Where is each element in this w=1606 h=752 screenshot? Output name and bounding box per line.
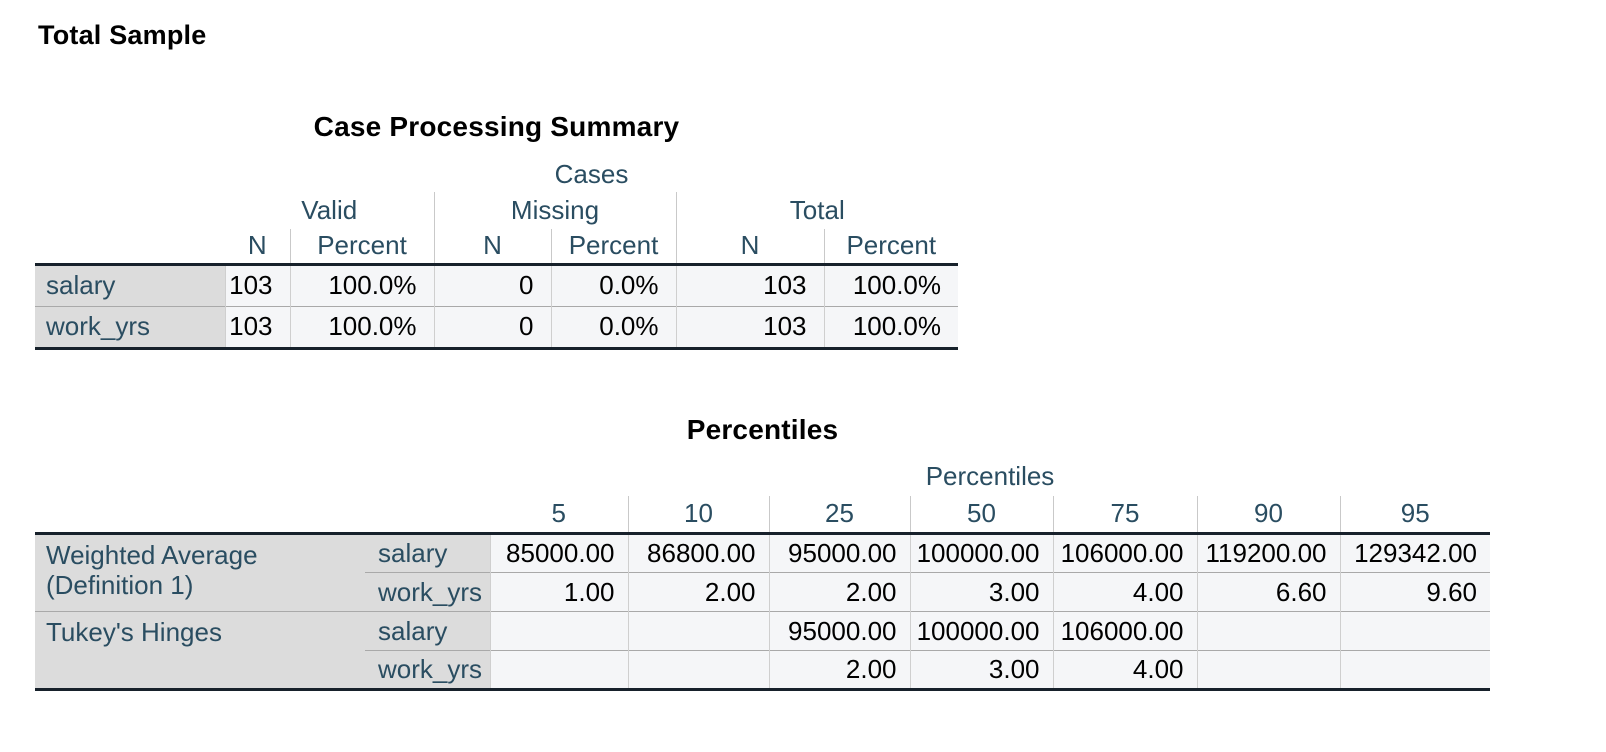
col-header-p75: 75 bbox=[1052, 495, 1197, 534]
col-header-p5: 5 bbox=[551, 498, 566, 529]
variable-label-salary: salary bbox=[365, 533, 490, 573]
valid-percent-cell: 100.0% bbox=[289, 305, 434, 348]
percentile-cell-p5: 1.00 bbox=[489, 572, 628, 612]
valid-percent-cell: 100.0% bbox=[289, 264, 434, 306]
col-header-p25: 25 bbox=[768, 495, 910, 534]
col-header-missing-n: N bbox=[433, 229, 551, 264]
percentile-cell-p10 bbox=[627, 650, 769, 690]
group-header-total: Total bbox=[675, 192, 959, 229]
table-row: Tukey's Hinges salary 95000.00 100000.00… bbox=[35, 611, 1490, 690]
percentile-cell-p75: 106000.00 bbox=[1052, 611, 1197, 651]
table-row: work_yrs 103 100.0% 0 0.0% 103 100.0% bbox=[35, 305, 959, 348]
percentile-cell-p75: 4.00 bbox=[1052, 572, 1197, 612]
percentiles-section: Percentiles Percentiles 5 10 25 50 75 90… bbox=[35, 413, 1606, 691]
variable-label-work-yrs: work_yrs bbox=[365, 572, 490, 612]
percentiles-spanner-header: Percentiles bbox=[925, 461, 1055, 491]
col-header-p95: 95 bbox=[1339, 495, 1490, 534]
missing-n-cell: 0 bbox=[433, 264, 551, 306]
total-percent-cell: 100.0% bbox=[823, 305, 959, 348]
percentile-cell-p10 bbox=[627, 611, 769, 651]
percentile-cell-p90: 119200.00 bbox=[1196, 533, 1340, 573]
percentile-cell-p10: 2.00 bbox=[627, 572, 769, 612]
percentile-cell-p90 bbox=[1196, 611, 1340, 651]
total-n-cell: 103 bbox=[675, 264, 824, 306]
cases-spanner-header: Cases bbox=[554, 159, 629, 189]
percentiles-title: Percentiles bbox=[686, 413, 839, 445]
row-label-work-yrs: work_yrs bbox=[35, 305, 225, 348]
table-row: salary 103 100.0% 0 0.0% 103 100.0% bbox=[35, 264, 959, 306]
variable-label-salary: salary bbox=[365, 611, 490, 651]
row-group-label-weighted-average: Weighted Average (Definition 1) bbox=[35, 533, 365, 612]
missing-percent-cell: 0.0% bbox=[550, 264, 676, 306]
table-row: Weighted Average (Definition 1) salary 8… bbox=[35, 533, 1490, 612]
percentiles-table: Percentiles 5 10 25 50 75 90 95 Weighted… bbox=[35, 457, 1490, 691]
missing-percent-cell: 0.0% bbox=[550, 305, 676, 348]
table-row: work_yrs 1.00 2.00 2.00 3.00 4.00 6.60 9… bbox=[35, 572, 1490, 612]
table-row: work_yrs 2.00 3.00 4.00 bbox=[35, 650, 1490, 690]
percentile-cell-p95: 9.60 bbox=[1339, 572, 1490, 612]
percentile-cell-p50: 3.00 bbox=[909, 572, 1053, 612]
percentile-cell-p90 bbox=[1196, 650, 1340, 690]
percentile-cell-p75: 4.00 bbox=[1052, 650, 1197, 690]
missing-n-cell: 0 bbox=[433, 305, 551, 348]
col-header-missing-percent: Percent bbox=[550, 229, 676, 264]
percentile-cell-p95: 129342.00 bbox=[1339, 533, 1490, 573]
percentile-cell-p5: 85000.00 bbox=[489, 533, 628, 573]
col-header-total-n: N bbox=[675, 229, 824, 264]
percentile-cell-p25: 2.00 bbox=[768, 572, 910, 612]
percentile-cell-p25: 95000.00 bbox=[768, 611, 910, 651]
col-header-valid-percent: Percent bbox=[289, 229, 434, 264]
percentile-cell-p50: 100000.00 bbox=[909, 611, 1053, 651]
group-header-missing: Missing bbox=[433, 192, 676, 229]
case-processing-section: Case Processing Summary Cases Valid Miss… bbox=[35, 111, 1606, 350]
total-n-cell: 103 bbox=[675, 305, 824, 348]
col-header-p10: 10 bbox=[627, 495, 769, 534]
col-header-valid-n: N bbox=[247, 230, 267, 261]
page-title: Total Sample bbox=[38, 20, 207, 50]
corner-cell bbox=[35, 457, 490, 534]
percentile-cell-p95 bbox=[1339, 611, 1490, 651]
percentile-cell-p10: 86800.00 bbox=[627, 533, 769, 573]
col-header-p50: 50 bbox=[909, 495, 1053, 534]
case-processing-title: Case Processing Summary bbox=[313, 111, 680, 142]
variable-label-work-yrs: work_yrs bbox=[365, 650, 490, 690]
percentile-cell-p25: 2.00 bbox=[768, 650, 910, 690]
percentile-cell-p5 bbox=[489, 611, 628, 651]
col-header-p90: 90 bbox=[1196, 495, 1340, 534]
percentile-cell-p95 bbox=[1339, 650, 1490, 690]
group-header-valid: Valid bbox=[301, 195, 358, 225]
percentile-cell-p5 bbox=[489, 650, 628, 690]
case-processing-table: Cases Valid Missing Total N Percent N Pe… bbox=[35, 157, 959, 350]
col-header-total-percent: Percent bbox=[823, 229, 959, 264]
percentile-cell-p50: 100000.00 bbox=[909, 533, 1053, 573]
corner-cell bbox=[35, 157, 225, 264]
valid-n-cell: 103 bbox=[224, 305, 290, 348]
total-percent-cell: 100.0% bbox=[823, 264, 959, 306]
percentile-cell-p50: 3.00 bbox=[909, 650, 1053, 690]
percentile-cell-p75: 106000.00 bbox=[1052, 533, 1197, 573]
percentile-cell-p25: 95000.00 bbox=[768, 533, 910, 573]
percentile-cell-p90: 6.60 bbox=[1196, 572, 1340, 612]
row-group-label-tukeys-hinges: Tukey's Hinges bbox=[35, 611, 365, 690]
row-label-salary: salary bbox=[35, 264, 225, 306]
valid-n-cell: 103 bbox=[224, 264, 290, 306]
